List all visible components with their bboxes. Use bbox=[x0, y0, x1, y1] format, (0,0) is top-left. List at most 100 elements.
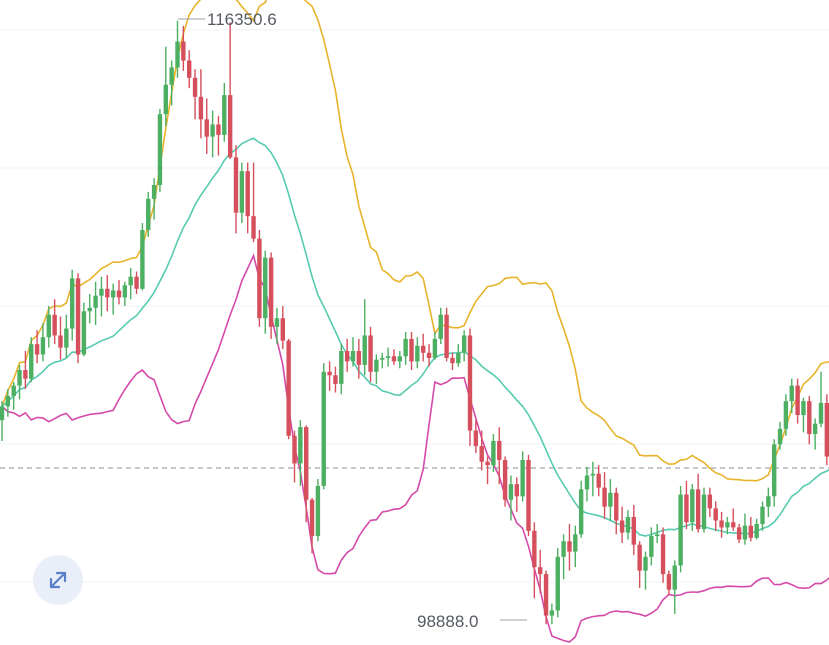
candle-body bbox=[491, 440, 496, 466]
candle-body bbox=[766, 496, 771, 507]
candle-body bbox=[257, 238, 262, 319]
candle-body bbox=[298, 427, 303, 464]
candle-body bbox=[151, 185, 157, 199]
candle-body bbox=[391, 356, 397, 362]
candle-body bbox=[274, 318, 280, 327]
candle-body bbox=[403, 338, 408, 357]
lower-band-line bbox=[1, 253, 829, 643]
candle-body bbox=[497, 440, 502, 460]
candle-body bbox=[222, 95, 227, 135]
candle-body bbox=[818, 402, 824, 424]
candle-body bbox=[362, 335, 367, 365]
candle-body bbox=[339, 351, 344, 384]
candle-body bbox=[695, 489, 701, 530]
candle-body bbox=[304, 427, 309, 500]
candle-body bbox=[508, 484, 514, 500]
candle-body bbox=[245, 171, 250, 217]
upper-band-line bbox=[1, 0, 829, 482]
candle-body bbox=[227, 95, 233, 158]
candle-body bbox=[456, 352, 461, 364]
candle-body bbox=[29, 344, 34, 379]
candle-body bbox=[110, 290, 116, 298]
candle-body bbox=[502, 459, 508, 500]
candle-body bbox=[34, 344, 40, 355]
candle-body bbox=[23, 370, 28, 379]
candle-body bbox=[0, 406, 5, 421]
candle-body bbox=[333, 375, 338, 384]
middle-band-line bbox=[1, 137, 829, 537]
candle-body bbox=[58, 335, 63, 348]
candle-body bbox=[40, 337, 46, 355]
candle-body bbox=[327, 371, 332, 376]
candle-body bbox=[514, 484, 519, 497]
candle-body bbox=[637, 544, 642, 571]
candle-body bbox=[163, 84, 168, 115]
candle-body bbox=[292, 435, 297, 464]
candle-body bbox=[742, 525, 748, 540]
candle-body bbox=[485, 461, 490, 466]
candle-body bbox=[432, 338, 438, 358]
candle-body bbox=[87, 307, 92, 312]
candle-body bbox=[70, 278, 75, 329]
candle-body bbox=[520, 459, 525, 497]
candle-body bbox=[374, 359, 379, 372]
candle-body bbox=[5, 395, 11, 407]
candle-body bbox=[590, 473, 596, 476]
candle-body bbox=[736, 527, 742, 540]
candle-body bbox=[701, 494, 707, 530]
candle-body bbox=[596, 473, 601, 488]
candle-body bbox=[426, 352, 432, 358]
candle-body bbox=[684, 494, 689, 523]
candle-body bbox=[122, 285, 128, 298]
candle-body bbox=[175, 41, 180, 68]
candle-body bbox=[719, 520, 724, 528]
candle-body bbox=[140, 229, 145, 289]
candle-body bbox=[321, 371, 326, 486]
candle-body bbox=[344, 351, 350, 362]
candle-body bbox=[210, 124, 215, 137]
candle-body bbox=[538, 567, 543, 575]
expand-chart-button[interactable] bbox=[33, 555, 83, 605]
candle-body bbox=[415, 345, 420, 362]
candle-body bbox=[573, 534, 578, 552]
candle-body bbox=[105, 288, 110, 298]
candle-body bbox=[748, 525, 753, 538]
candle-body bbox=[280, 318, 285, 341]
candle-body bbox=[631, 517, 636, 545]
candle-body bbox=[672, 565, 677, 590]
candle-body bbox=[350, 351, 356, 362]
candle-body bbox=[643, 556, 648, 571]
candle-body bbox=[438, 314, 443, 339]
candle-body bbox=[169, 67, 174, 85]
candle-body bbox=[116, 290, 122, 298]
candle-body bbox=[783, 401, 789, 429]
candle-body bbox=[473, 430, 479, 447]
candle-body bbox=[444, 314, 449, 358]
candles bbox=[0, 20, 829, 625]
candle-body bbox=[725, 522, 730, 528]
candle-body bbox=[11, 385, 16, 396]
candle-body bbox=[713, 508, 718, 521]
candle-body bbox=[555, 556, 560, 611]
expand-arrows-icon bbox=[49, 571, 67, 589]
candle-body bbox=[567, 541, 572, 552]
candle-body bbox=[619, 520, 625, 533]
grid-lines bbox=[0, 29, 829, 583]
candle-body bbox=[75, 278, 81, 355]
candle-body bbox=[187, 60, 192, 78]
candle-body bbox=[93, 295, 98, 308]
candle-body bbox=[602, 487, 607, 507]
candle-body bbox=[584, 475, 590, 490]
candle-body bbox=[812, 423, 818, 435]
candle-body bbox=[409, 338, 414, 362]
candle-body bbox=[801, 401, 806, 416]
candle-body bbox=[146, 198, 151, 230]
candle-body bbox=[286, 340, 291, 436]
candle-body bbox=[192, 77, 198, 97]
candle-body bbox=[532, 530, 537, 568]
candle-body bbox=[807, 401, 812, 435]
candle-body bbox=[754, 523, 759, 538]
candle-body bbox=[625, 517, 631, 533]
candle-body bbox=[385, 356, 391, 358]
